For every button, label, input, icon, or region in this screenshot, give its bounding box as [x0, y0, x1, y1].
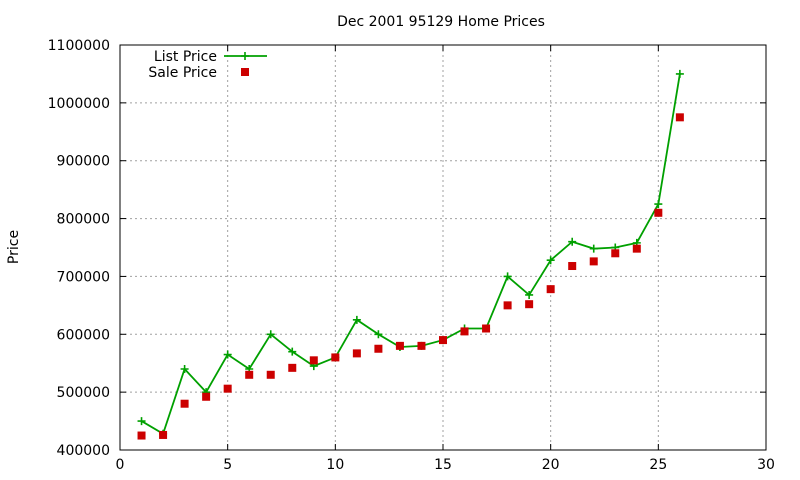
legend-marker	[241, 52, 249, 60]
data-point	[331, 353, 340, 362]
data-point	[503, 301, 512, 310]
legend-marker	[241, 68, 249, 76]
data-point	[266, 330, 275, 339]
y-tick-label: 900000	[57, 154, 110, 170]
data-point	[675, 69, 684, 78]
data-point	[654, 200, 663, 209]
data-point	[223, 384, 232, 393]
series-1	[137, 113, 684, 440]
data-point	[245, 370, 254, 379]
x-tick-label: 0	[116, 457, 125, 473]
data-point	[546, 285, 555, 294]
data-point	[288, 363, 297, 372]
data-point	[460, 327, 469, 336]
y-tick-label: 400000	[57, 443, 110, 459]
data-point	[654, 208, 663, 217]
y-tick-label: 600000	[57, 327, 110, 343]
data-point	[395, 341, 404, 350]
data-point	[503, 272, 512, 281]
data-point	[309, 356, 318, 365]
data-point	[374, 344, 383, 353]
x-tick-label: 25	[649, 457, 667, 473]
series-layer	[137, 69, 684, 440]
data-point	[223, 350, 232, 359]
axes: 0 5 10 15 20 25 30 400000 500000 600000 700000 8000…	[48, 38, 775, 473]
grid-lines	[120, 45, 766, 450]
data-point	[374, 330, 383, 339]
y-tick-label: 500000	[57, 385, 110, 401]
data-point	[417, 341, 426, 350]
data-point	[525, 300, 534, 309]
data-point	[568, 237, 577, 246]
legend-label: Sale Price	[148, 65, 217, 81]
y-tick-label: 1100000	[48, 38, 110, 54]
legend-label: List Price	[154, 49, 217, 65]
data-point	[632, 244, 641, 253]
data-point	[568, 262, 577, 271]
data-point	[352, 349, 361, 358]
chart-title: Dec 2001 95129 Home Prices	[337, 14, 545, 30]
data-point	[525, 290, 534, 299]
y-tick-label: 800000	[57, 212, 110, 228]
x-tick-label: 10	[326, 457, 344, 473]
data-point	[180, 399, 189, 408]
data-point	[137, 417, 146, 426]
data-point	[482, 324, 491, 333]
data-point	[439, 336, 447, 345]
series-0	[137, 69, 684, 438]
series-line	[141, 73, 681, 436]
y-tick-label: 1000000	[48, 96, 110, 112]
x-tick-label: 5	[223, 457, 232, 473]
data-point	[675, 113, 684, 122]
data-point	[611, 249, 620, 258]
x-tick-label: 20	[542, 457, 560, 473]
data-point	[546, 256, 555, 265]
data-point	[137, 431, 146, 440]
x-tick-label: 15	[434, 457, 452, 473]
data-point	[266, 370, 275, 379]
y-axis-label: Price	[6, 230, 22, 264]
data-point	[159, 430, 168, 439]
data-point	[352, 315, 361, 324]
x-tick-label: 30	[757, 457, 775, 473]
data-point	[202, 392, 211, 401]
y-tick-label: 700000	[57, 269, 110, 285]
data-point	[288, 347, 297, 356]
data-point	[589, 244, 598, 253]
data-point	[180, 365, 189, 373]
data-point	[589, 257, 598, 266]
